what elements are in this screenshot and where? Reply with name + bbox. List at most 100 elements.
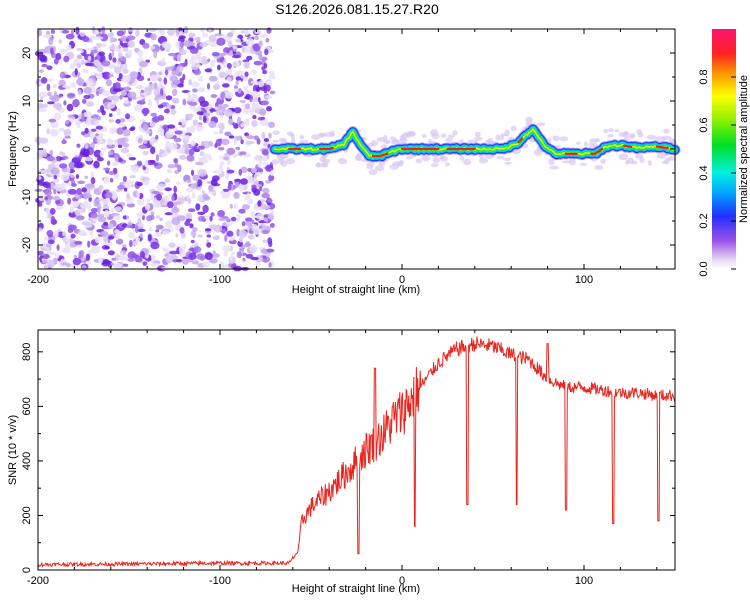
noise-blob: [259, 186, 263, 192]
noise-blob: [269, 90, 276, 95]
noise-blob: [108, 74, 114, 78]
noise-blob: [243, 45, 253, 54]
noise-blob: [149, 122, 156, 127]
noise-blob: [214, 33, 223, 37]
noise-blob: [52, 84, 57, 89]
noise-blob: [208, 34, 217, 43]
noise-blob: [146, 198, 151, 203]
noise-blob: [101, 147, 107, 151]
noise-blob: [76, 122, 81, 129]
noise-blob: [81, 264, 87, 272]
signal-halo-blob: [459, 156, 465, 161]
signal-halo-blob: [463, 158, 472, 166]
noise-blob: [197, 179, 203, 187]
noise-blob: [150, 146, 156, 155]
noise-blob: [69, 63, 75, 70]
signal-halo-blob: [548, 158, 555, 166]
noise-blob: [149, 160, 156, 164]
signal-halo-blob: [447, 134, 456, 139]
noise-blob: [118, 123, 126, 128]
signal-halo-blob: [503, 157, 512, 162]
signal-halo-blob: [579, 162, 588, 166]
noise-blob: [159, 217, 163, 221]
noise-blob: [142, 124, 149, 132]
noise-blob: [155, 224, 164, 230]
noise-blob: [78, 250, 84, 259]
noise-blob: [82, 68, 89, 74]
signal-halo-blob: [510, 125, 517, 132]
noise-blob: [223, 251, 228, 257]
noise-blob: [262, 155, 268, 162]
noise-blob: [93, 136, 97, 145]
noise-blob: [236, 213, 241, 222]
noise-blob: [107, 32, 113, 38]
noise-blob: [39, 137, 49, 144]
noise-blob: [139, 60, 148, 68]
noise-blob: [177, 164, 182, 173]
noise-blob: [263, 138, 270, 142]
y-tick-label: 800: [21, 343, 33, 361]
noise-blob: [111, 257, 117, 261]
signal-halo-blob: [663, 128, 670, 134]
noise-blob: [162, 230, 170, 235]
noise-blob: [176, 54, 182, 62]
signal-halo-blob: [603, 128, 609, 134]
spectrogram-y-ticks: -20 -10 0 10 20: [21, 28, 675, 270]
noise-blob: [240, 75, 245, 79]
signal-halo-blob: [562, 160, 572, 164]
noise-blob: [53, 178, 60, 183]
noise-blob: [59, 71, 66, 79]
noise-blob: [158, 83, 162, 90]
y-tick-label: 0: [21, 567, 33, 573]
noise-blob: [136, 191, 141, 199]
noise-blob: [116, 108, 122, 116]
noise-blob: [101, 60, 111, 67]
noise-blob: [175, 233, 179, 238]
noise-blob: [50, 29, 55, 34]
signal-halo-blob: [495, 134, 500, 141]
noise-blob: [164, 69, 169, 76]
noise-blob: [98, 51, 105, 57]
signal-halo-blob: [374, 165, 385, 172]
noise-blob: [78, 229, 86, 237]
noise-blob: [261, 66, 266, 71]
noise-blob: [142, 261, 148, 266]
noise-blob: [166, 103, 172, 110]
noise-blob: [48, 36, 54, 46]
noise-blob: [204, 106, 210, 111]
noise-blob: [84, 175, 89, 179]
noise-blob: [103, 221, 109, 226]
noise-blob: [228, 135, 235, 139]
signal-band-layer-5: [273, 128, 676, 158]
noise-blob: [248, 230, 254, 234]
signal-halo-blob: [370, 140, 379, 147]
signal-halo-blob: [594, 165, 604, 170]
noise-blob: [253, 174, 258, 182]
noise-blob: [112, 193, 117, 201]
signal-halo-blob: [549, 165, 559, 170]
noise-blob: [67, 224, 77, 231]
noise-blob: [93, 188, 98, 194]
noise-blob: [161, 197, 166, 205]
noise-blob: [264, 217, 269, 223]
colorbar-gradient: [712, 29, 736, 269]
noise-blob: [253, 81, 261, 86]
noise-blob: [182, 98, 187, 106]
noise-blob: [128, 231, 135, 239]
noise-blob: [200, 27, 205, 34]
noise-blob: [157, 77, 163, 82]
noise-blob: [196, 253, 205, 260]
noise-blob: [155, 134, 159, 140]
x-tick-label: 100: [575, 274, 593, 286]
signal-halo-blob: [368, 169, 378, 176]
noise-blob: [259, 108, 267, 116]
noise-blob: [117, 137, 126, 146]
noise-blob: [136, 160, 143, 166]
noise-blob: [227, 159, 231, 165]
noise-blob: [214, 106, 218, 111]
signal-halo-blob: [272, 139, 279, 143]
noise-blob: [192, 227, 198, 232]
noise-blob: [113, 139, 119, 143]
noise-blob: [137, 137, 143, 144]
noise-blob: [42, 260, 48, 264]
